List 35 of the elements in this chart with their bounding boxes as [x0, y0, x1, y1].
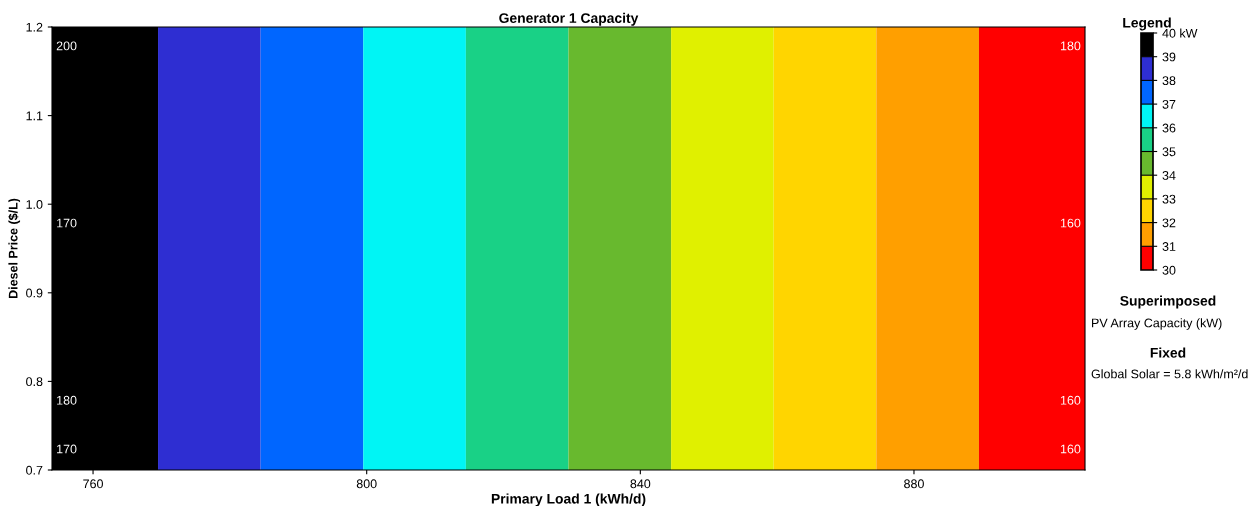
text: Fixed	[1150, 347, 1186, 358]
annotation: 180	[1060, 41, 1081, 51]
y-tick-label: 0.9	[26, 288, 43, 298]
text: Superimposed	[1120, 295, 1216, 309]
color-bar-label: 39	[1162, 52, 1176, 62]
color-bar-label: 30	[1162, 265, 1176, 275]
color-bar-label: 33	[1162, 194, 1176, 204]
annotation: 160	[1060, 395, 1081, 405]
color-bar-label: 35	[1162, 147, 1176, 157]
y-axis-title: Diesel Price ($/L)	[8, 198, 21, 299]
x-tick-label: 760	[83, 479, 103, 489]
x-tick-label: 800	[356, 479, 377, 489]
color-bar-label: 32	[1162, 218, 1176, 228]
y-tick-label: 0.7	[26, 465, 43, 475]
color-bar-label: 38	[1162, 76, 1176, 86]
y-tick-label: 1.1	[26, 111, 43, 121]
x-axis-title: Primary Load 1 (kWh/d)	[491, 493, 646, 506]
color-bar-label: 37	[1162, 99, 1176, 109]
text: PV Array Capacity (kW)	[1092, 318, 1222, 330]
text: Global Solar = 5.8 kWh/m²/d	[1091, 369, 1248, 379]
annotation: 180	[57, 395, 77, 405]
annotation: 160	[1060, 218, 1081, 228]
color-bar-label: 31	[1162, 242, 1176, 251]
annotation: 160	[1060, 444, 1081, 454]
annotation: 170	[57, 444, 77, 454]
y-tick-label: 1.2	[26, 22, 43, 32]
color-bar-label: 36	[1162, 123, 1176, 133]
y-tick-label: 1.0	[26, 200, 43, 209]
chart-title: Generator 1 Capacity	[499, 12, 639, 26]
y-tick-label: 0.8	[26, 377, 43, 387]
annotation: 170	[57, 218, 77, 228]
x-tick-label: 840	[630, 479, 651, 489]
color-bar-label: 34	[1162, 171, 1176, 180]
x-tick-label: 880	[904, 479, 924, 489]
annotation: 200	[56, 41, 77, 51]
